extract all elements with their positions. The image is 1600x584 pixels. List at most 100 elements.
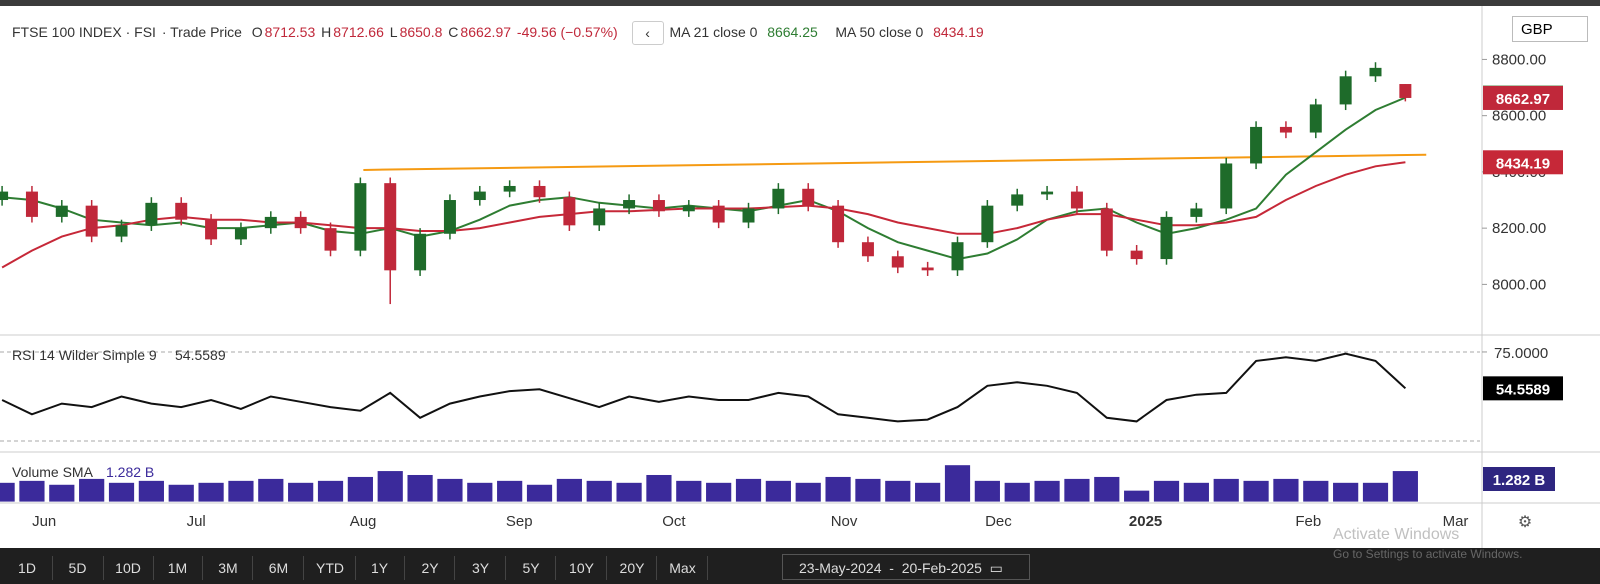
- change: -49.56 (−0.57%): [516, 23, 618, 40]
- volume-bar: [197, 482, 225, 503]
- volume-bar: [376, 470, 404, 503]
- candle-body: [682, 205, 695, 212]
- volume-bar: [884, 480, 912, 503]
- range-button[interactable]: 10D: [103, 556, 154, 580]
- volume-bar: [346, 476, 374, 503]
- date-range[interactable]: 23-May-2024 ‑ 20-Feb-2025 ▭: [782, 554, 1030, 580]
- close: 8662.97: [460, 23, 512, 40]
- range-button[interactable]: 1D: [2, 556, 53, 580]
- volume-bar: [1182, 482, 1210, 503]
- top-strip: [0, 0, 1600, 6]
- volume-bar: [257, 478, 285, 503]
- volume-bar: [555, 478, 583, 503]
- volume-bar: [526, 483, 553, 503]
- candle-body: [414, 233, 427, 271]
- candle-body: [145, 202, 158, 226]
- x-tick-label: Dec: [985, 513, 1012, 530]
- x-tick-label: Jul: [187, 513, 206, 530]
- candle-body: [234, 228, 247, 240]
- candle-body: [1041, 191, 1054, 195]
- close-price-label: 8662.97: [1496, 91, 1550, 108]
- range-button[interactable]: 10Y: [558, 556, 607, 580]
- volume-bar: [824, 476, 852, 503]
- volume-bar: [1033, 480, 1061, 503]
- collapse-button[interactable]: ‹: [631, 21, 664, 45]
- range-button[interactable]: 6M: [255, 556, 304, 580]
- candle-body: [1279, 126, 1292, 133]
- candle-body: [563, 197, 576, 226]
- volume-bar: [466, 482, 494, 503]
- volume-bar: [914, 482, 942, 503]
- watermark-sub: Go to Settings to activate Windows.: [1333, 547, 1523, 561]
- candle-body: [115, 225, 128, 237]
- toolbar: 23-May-2024 ‑ 20-Feb-2025 ▭ 1D 5D 10D 1M 3M 6…: [0, 548, 1600, 584]
- candle-body: [1130, 250, 1143, 260]
- range-button[interactable]: 20Y: [608, 556, 657, 580]
- range-button[interactable]: 3M: [204, 556, 253, 580]
- candle-body: [1220, 163, 1233, 209]
- range-button[interactable]: 1Y: [356, 556, 405, 580]
- candle-body: [1399, 84, 1412, 98]
- candle-body: [264, 216, 277, 229]
- candle-body: [712, 205, 725, 223]
- candle-body: [832, 205, 845, 243]
- rsi-value-box: [1483, 376, 1563, 401]
- volume-sma: 1.282 B: [106, 464, 154, 480]
- candle-body: [772, 188, 785, 209]
- low: 8650.8: [399, 23, 443, 40]
- rsi-label: RSI 14 Wilder Simple 9: [12, 347, 157, 363]
- volume-bar: [675, 480, 703, 503]
- candle-body: [1369, 67, 1382, 77]
- volume-bar: [645, 474, 673, 503]
- range-button[interactable]: 3Y: [457, 556, 506, 580]
- candle-body: [25, 191, 38, 217]
- candle-body: [0, 191, 9, 201]
- range-button[interactable]: YTD: [305, 556, 356, 580]
- date-to: 20-Feb-2025: [901, 560, 982, 576]
- watermark: Activate Windows: [1333, 526, 1460, 543]
- header: FTSE 100 INDEX · FSI · Trade Price O 8712…: [12, 21, 986, 45]
- x-tick-label: Mar: [1443, 513, 1469, 530]
- ma21-label: MA 21 close 0: [669, 23, 758, 40]
- range-button[interactable]: 5D: [53, 556, 104, 580]
- candle-body: [443, 200, 456, 234]
- ma50-value: 8434.19: [933, 23, 984, 40]
- ma21-value: 8664.25: [767, 23, 818, 40]
- volume-bar: [18, 480, 46, 503]
- volume-bar: [1123, 489, 1151, 503]
- x-tick-label: Feb: [1295, 513, 1321, 530]
- range-button[interactable]: 1M: [154, 556, 203, 580]
- x-tick-label: Jun: [32, 513, 56, 530]
- symbol: FTSE 100 INDEX · FSI: [12, 23, 156, 40]
- candle-body: [652, 200, 665, 212]
- price-type: · Trade Price: [161, 23, 242, 40]
- candle-body: [951, 242, 964, 271]
- candle-body: [533, 185, 546, 198]
- date-from: 23-May-2024: [799, 560, 882, 576]
- volume-bar: [1153, 480, 1180, 503]
- range-button[interactable]: 5Y: [507, 556, 556, 580]
- y-tick-label: 8200.00: [1492, 220, 1546, 237]
- candle-body: [354, 183, 367, 251]
- candle-body: [503, 185, 516, 192]
- open: 8712.53: [264, 23, 316, 40]
- volume-bar: [794, 482, 822, 503]
- volume-bar: [1272, 478, 1300, 503]
- candle-body: [55, 205, 68, 217]
- volume-bar: [944, 464, 971, 503]
- volume-bar: [973, 480, 1001, 503]
- volume-bar: [1212, 478, 1240, 503]
- volume-bar: [496, 480, 524, 503]
- candle-body: [384, 183, 397, 271]
- volume-label: Volume SMA: [12, 464, 94, 480]
- y-tick-label: 8600.00: [1492, 108, 1546, 125]
- volume-bar: [108, 482, 135, 503]
- volume-bar: [287, 482, 315, 503]
- volume-bar: [1332, 482, 1360, 503]
- range-button[interactable]: 2Y: [406, 556, 455, 580]
- candle-body: [891, 256, 904, 268]
- range-button[interactable]: Max: [659, 556, 708, 580]
- currency-select[interactable]: GBP: [1512, 16, 1588, 42]
- rsi-value: 54.5589: [175, 347, 226, 363]
